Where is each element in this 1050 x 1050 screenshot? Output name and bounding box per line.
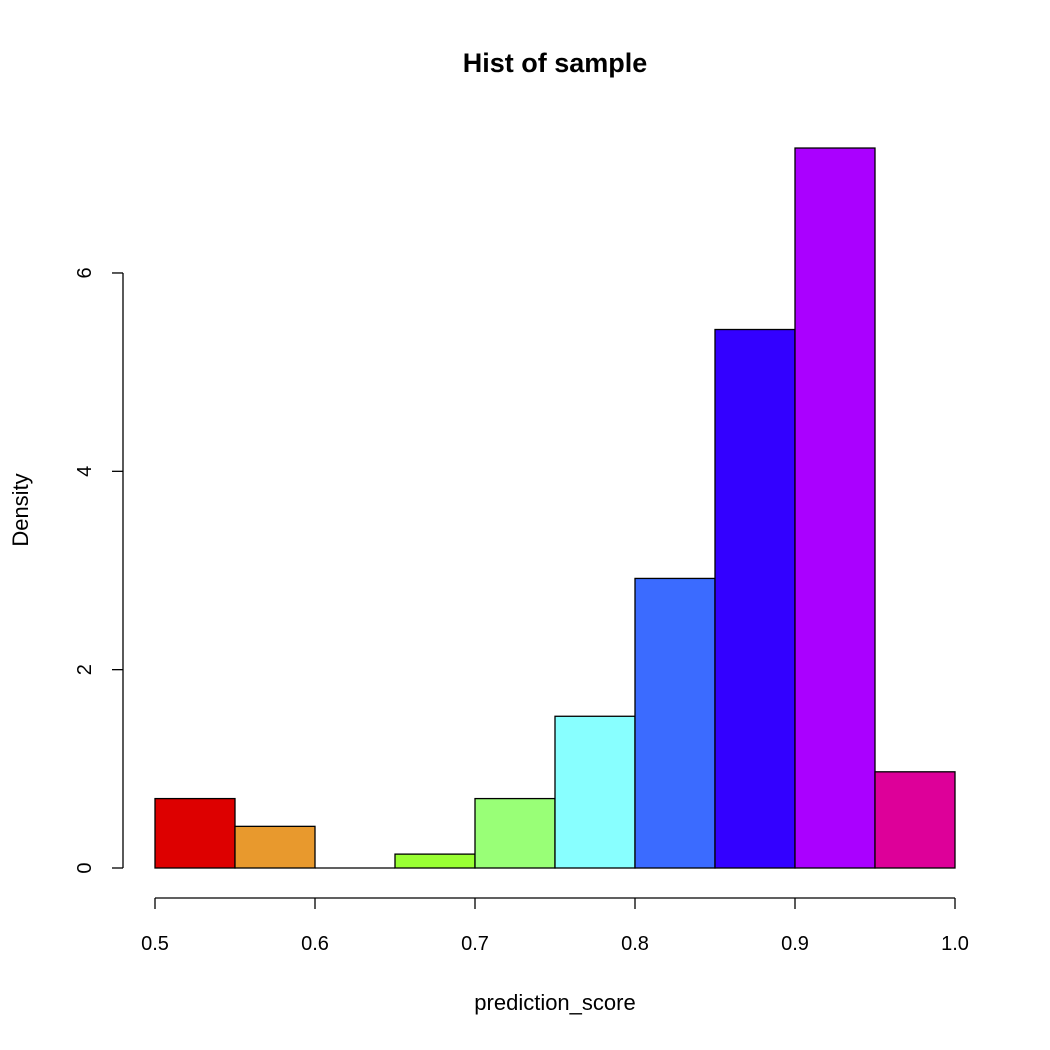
histogram-bar-8 <box>794 147 876 869</box>
histogram-bar-9 <box>874 771 956 869</box>
x-tick-label: 1.0 <box>941 933 969 955</box>
x-tick-label: 0.9 <box>781 933 809 955</box>
histogram-bar-4 <box>474 797 556 869</box>
histogram-bar-7 <box>714 328 796 869</box>
histogram-bar-6 <box>634 577 716 869</box>
y-axis-label: Density <box>8 473 33 546</box>
histogram-bars <box>154 147 956 869</box>
x-tick-label: 0.6 <box>301 933 329 955</box>
chart-title: Hist of sample <box>463 48 648 78</box>
x-axis-label: prediction_score <box>474 990 635 1015</box>
histogram-bar-3 <box>394 853 476 869</box>
histogram-bar-5 <box>554 715 636 869</box>
x-axis-ticks: 0.5 0.6 0.7 0.8 0.9 1.0 <box>141 898 969 955</box>
histogram-bar-1 <box>234 825 316 869</box>
x-tick-label: 0.5 <box>141 933 169 955</box>
y-tick-label: 0 <box>74 862 96 873</box>
y-axis-ticks: 0 2 4 6 <box>74 267 123 874</box>
y-tick-label: 2 <box>74 664 96 675</box>
y-tick-label: 4 <box>74 466 96 477</box>
x-tick-label: 0.7 <box>461 933 489 955</box>
histogram-bar-0 <box>154 797 236 869</box>
x-tick-label: 0.8 <box>621 933 649 955</box>
y-tick-label: 6 <box>74 267 96 278</box>
